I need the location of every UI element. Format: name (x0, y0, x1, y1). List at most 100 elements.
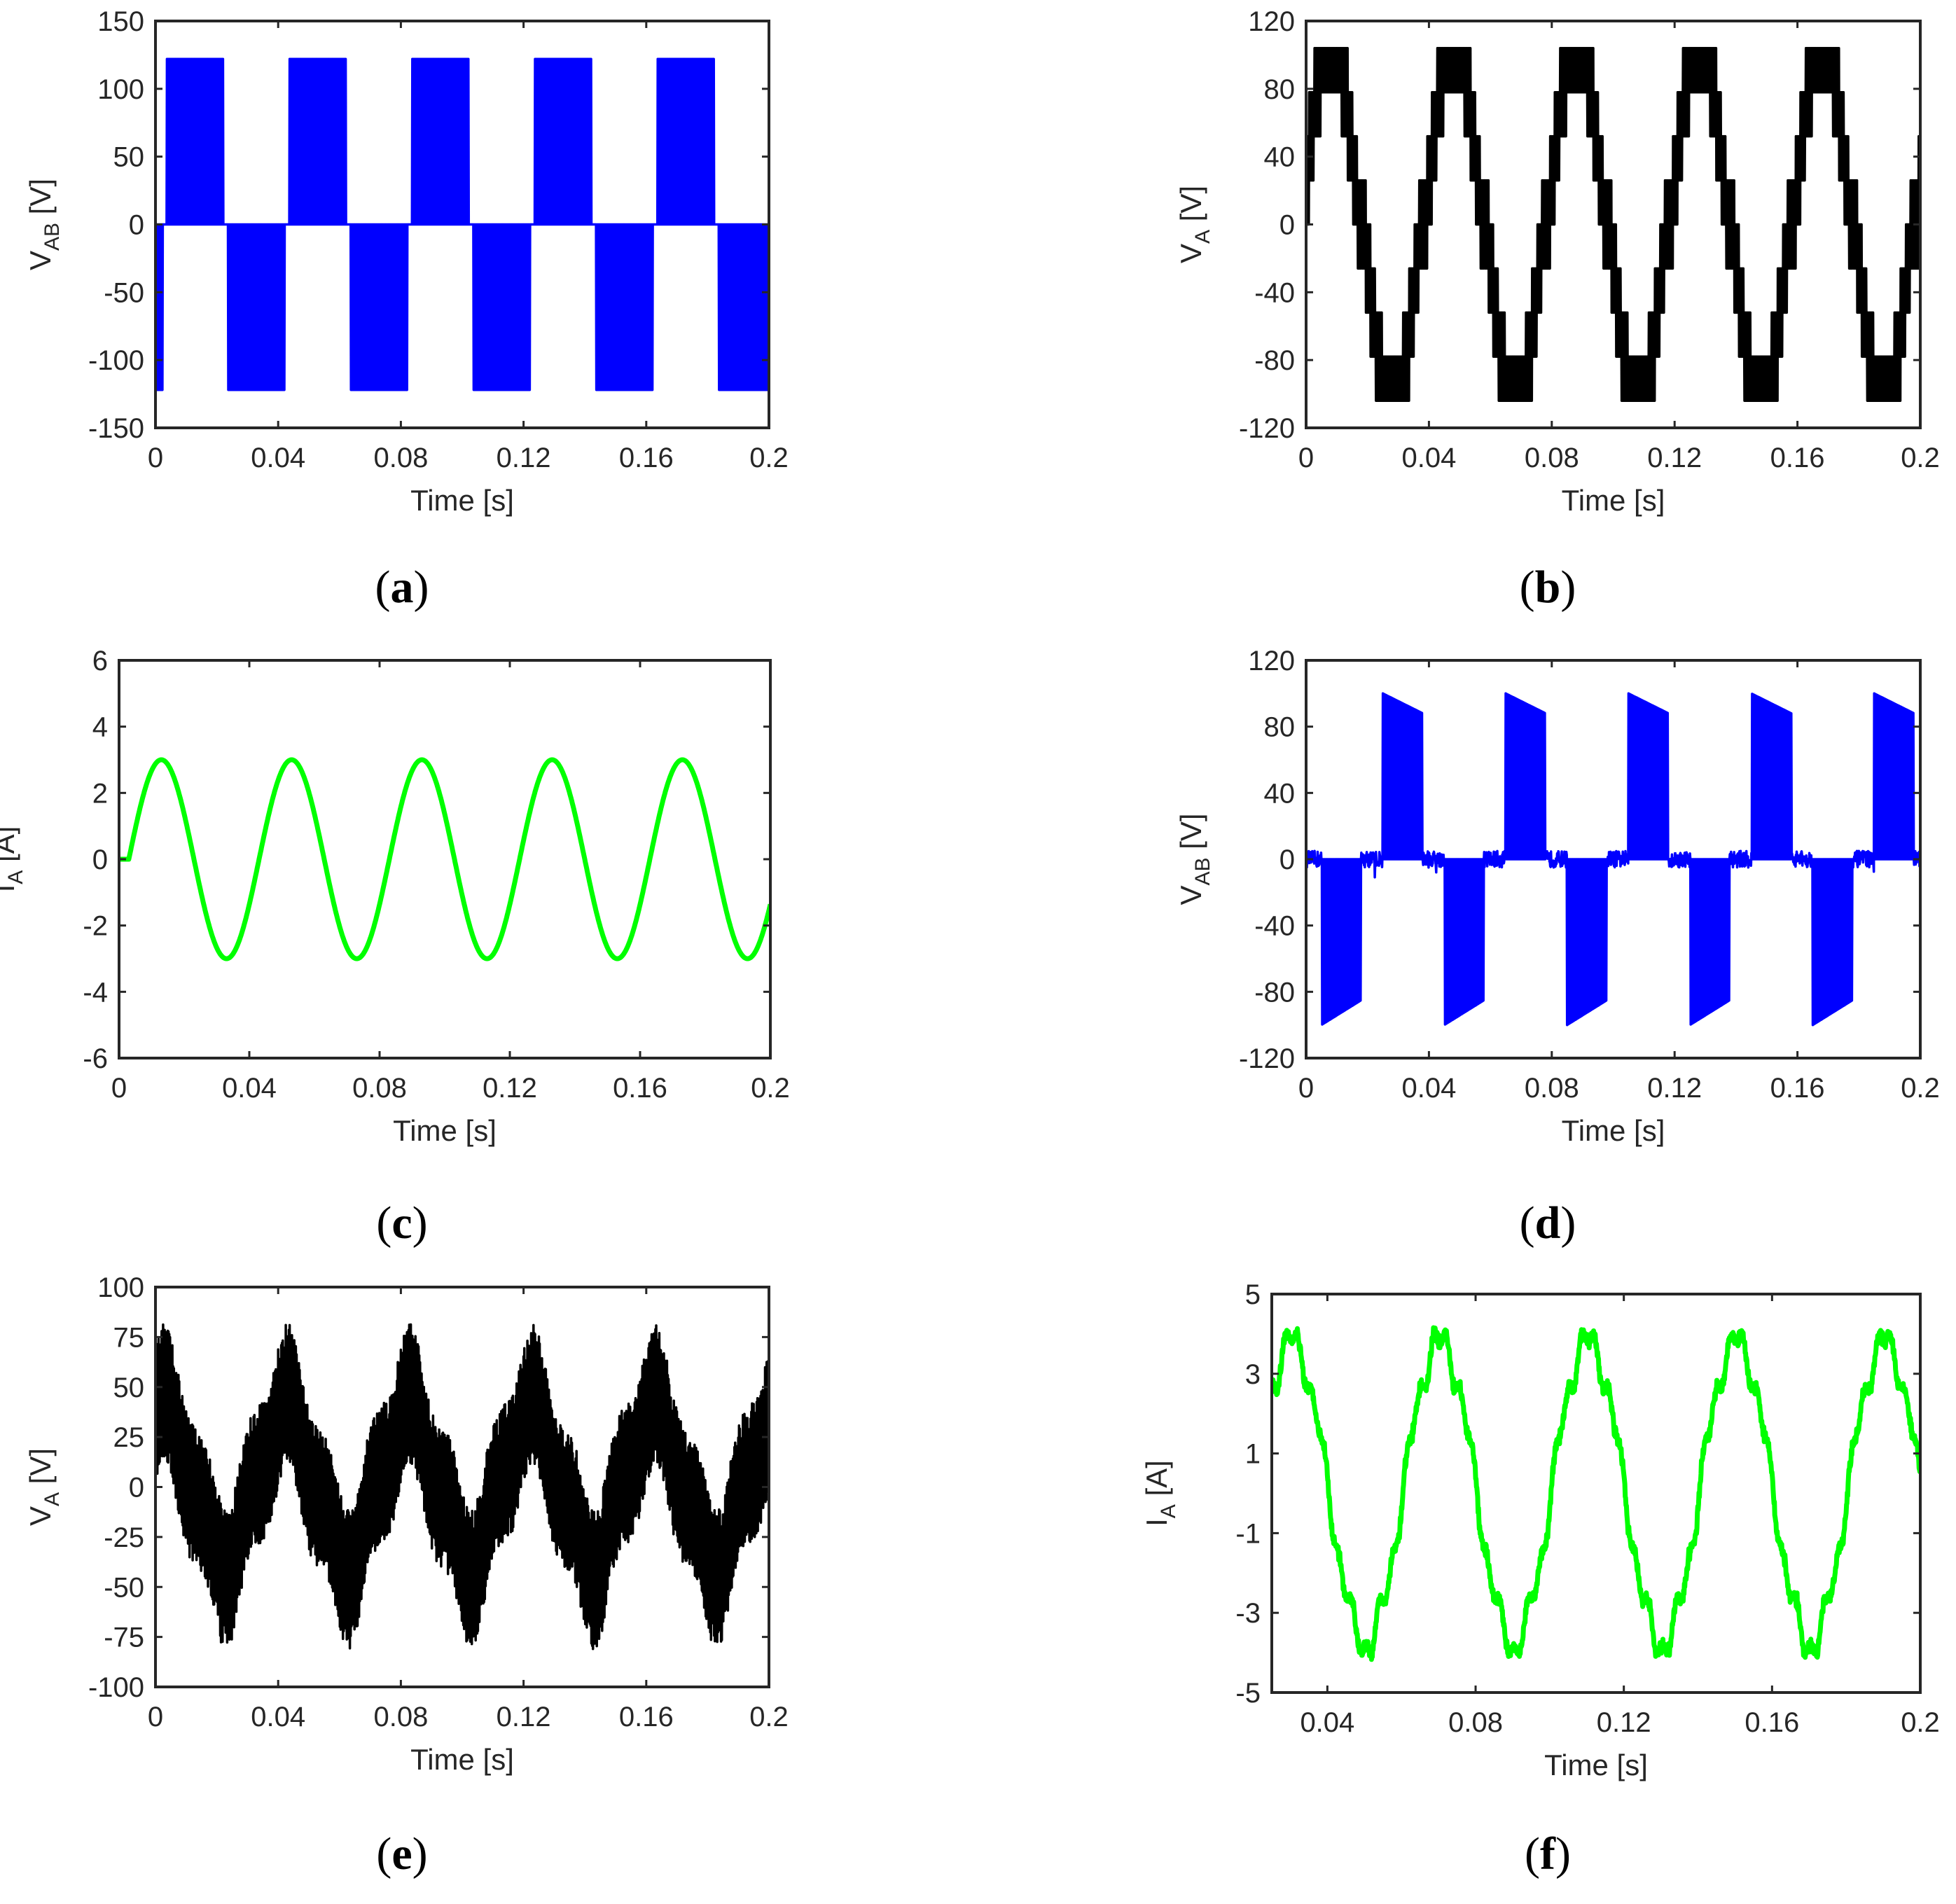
x-tick-label-a: 0 (148, 443, 163, 473)
y-tick-label-c: 6 (92, 646, 108, 676)
x-tick-label-b: 0.08 (1525, 443, 1579, 473)
series-line-f-0 (1272, 1325, 1920, 1662)
panel-caption-c: (c) (376, 1197, 427, 1249)
y-axis-label-unit: [V] (24, 179, 57, 223)
y-tick-label-c: -2 (83, 911, 108, 942)
x-axis-label-e: Time [s] (410, 1743, 514, 1776)
y-axis-label-unit: [V] (24, 1448, 57, 1492)
y-axis-label-f: IA [A] (1140, 1460, 1180, 1527)
y-tick-label-c: -6 (83, 1043, 108, 1074)
x-tick-label-e: 0.2 (749, 1702, 789, 1732)
x-tick-label-b: 0.12 (1647, 443, 1702, 473)
x-tick-label-a: 0.08 (373, 443, 428, 473)
y-tick-label-d: -120 (1239, 1043, 1295, 1074)
y-tick-label-a: 100 (97, 74, 144, 105)
x-tick-label-b: 0 (1298, 443, 1314, 473)
x-tick-label-e: 0.04 (251, 1702, 305, 1732)
plot-frame-f (1270, 1293, 1922, 1694)
y-axis-label-sub: A (1157, 1504, 1180, 1518)
y-axis-label-main: I (0, 884, 20, 893)
y-tick-label-e: -25 (104, 1522, 144, 1553)
y-tick-label-c: 2 (92, 778, 108, 809)
x-tick-label-c: 0.16 (613, 1073, 667, 1104)
x-tick-label-f: 0.08 (1448, 1707, 1503, 1738)
y-tick-label-a: 150 (97, 6, 144, 37)
y-tick-label-f: -1 (1235, 1518, 1261, 1549)
x-tick-label-b: 0.16 (1770, 443, 1825, 473)
y-tick-label-d: 40 (1264, 778, 1296, 809)
x-tick-label-c: 0.12 (483, 1073, 537, 1104)
series-line-e-0 (155, 1323, 769, 1651)
x-tick-label-f: 0.2 (1901, 1707, 1940, 1738)
x-axis-label-d: Time [s] (1562, 1114, 1665, 1147)
y-tick-label-e: 0 (129, 1473, 144, 1503)
x-tick-label-c: 0.04 (222, 1073, 277, 1104)
y-tick-label-c: 0 (92, 845, 108, 875)
y-axis-label-a: VAB [V] (24, 179, 64, 270)
chart-panel-b: 0 0.04 0.08 0.12 0.16 0.2 -120 -80 -40 0 40 80 120 Ti… (1174, 6, 1940, 613)
x-tick-label-d: 0.08 (1525, 1073, 1579, 1104)
x-tick-label-b: 0.04 (1401, 443, 1456, 473)
y-axis-label-main: V (24, 1506, 57, 1526)
y-tick-label-e: -100 (88, 1672, 144, 1703)
y-tick-label-d: 0 (1279, 845, 1295, 875)
y-tick-label-a: 0 (129, 210, 144, 241)
x-tick-label-a: 0.04 (251, 443, 305, 473)
y-tick-label-f: 5 (1245, 1279, 1261, 1310)
y-tick-label-d: -80 (1254, 977, 1295, 1008)
chart-panel-f: 0.04 0.08 0.12 0.16 0.2 -5 -3 -1 1 3 5 Time [s] IA [… (1140, 1279, 1940, 1879)
y-axis-label-d: VAB [V] (1174, 813, 1214, 905)
x-tick-label-e: 0.12 (497, 1702, 551, 1732)
x-tick-label-d: 0.12 (1647, 1073, 1702, 1104)
series-line-d-0 (1306, 692, 1920, 1027)
x-tick-label-c: 0 (111, 1073, 127, 1104)
x-axis-label-a: Time [s] (410, 484, 514, 517)
x-tick-label-d: 0.2 (1901, 1073, 1940, 1104)
y-tick-label-d: 120 (1248, 646, 1295, 676)
y-tick-label-f: 3 (1245, 1359, 1261, 1390)
x-axis-label-c: Time [s] (393, 1114, 497, 1147)
x-tick-label-a: 0.2 (749, 443, 789, 473)
x-tick-label-f: 0.16 (1745, 1707, 1799, 1738)
panel-caption-d: (d) (1520, 1197, 1576, 1249)
y-tick-label-a: -100 (88, 345, 144, 376)
y-tick-label-b: 120 (1248, 6, 1295, 37)
x-tick-label-e: 0 (148, 1702, 163, 1732)
y-axis-label-c: IA [A] (0, 826, 27, 893)
y-tick-label-f: -3 (1235, 1598, 1261, 1629)
y-axis-label-unit: [A] (0, 826, 20, 870)
y-tick-label-f: -5 (1235, 1678, 1261, 1709)
y-axis-label-main: V (1174, 244, 1207, 263)
panel-caption-f: (f) (1525, 1828, 1571, 1879)
y-axis-label-b: VA [V] (1174, 186, 1214, 263)
chart-panel-d: 0 0.04 0.08 0.12 0.16 0.2 -120 -80 -40 0 40 80 120 Ti… (1174, 646, 1940, 1249)
panel-caption-e: (e) (376, 1828, 427, 1879)
y-axis-label-main: I (1140, 1518, 1173, 1527)
y-axis-label-unit: [V] (1174, 186, 1207, 230)
plot-frame-c (118, 659, 772, 1059)
x-tick-label-b: 0.2 (1901, 443, 1940, 473)
y-tick-label-b: 80 (1264, 74, 1296, 105)
y-axis-label-sub: AB (1191, 857, 1214, 885)
x-tick-label-c: 0.2 (751, 1073, 790, 1104)
y-axis-label-sub: A (1191, 230, 1214, 244)
y-tick-label-a: 50 (113, 142, 145, 173)
x-tick-label-d: 0 (1298, 1073, 1314, 1104)
y-tick-label-e: 75 (113, 1322, 145, 1353)
panel-caption-a: (a) (375, 562, 429, 613)
chart-panel-e: 0 0.04 0.08 0.12 0.16 0.2 -100 -75 -50 -25 0 25 50 75… (24, 1272, 789, 1879)
y-tick-label-b: -80 (1254, 345, 1295, 376)
series-line-a-0 (155, 57, 769, 391)
x-tick-label-d: 0.04 (1401, 1073, 1456, 1104)
series-line-c-0 (119, 757, 770, 961)
series-line-b-0 (1306, 46, 1920, 403)
y-axis-label-main: V (24, 251, 57, 270)
y-tick-label-e: 50 (113, 1373, 145, 1403)
y-tick-label-e: -75 (104, 1622, 144, 1653)
y-tick-label-e: 25 (113, 1422, 145, 1453)
y-tick-label-b: -120 (1239, 413, 1295, 444)
panel-caption-b: (b) (1520, 562, 1576, 613)
chart-panel-a: 0 0.04 0.08 0.12 0.16 0.2 -150 -100 -50 0 50 100 150… (24, 6, 789, 613)
